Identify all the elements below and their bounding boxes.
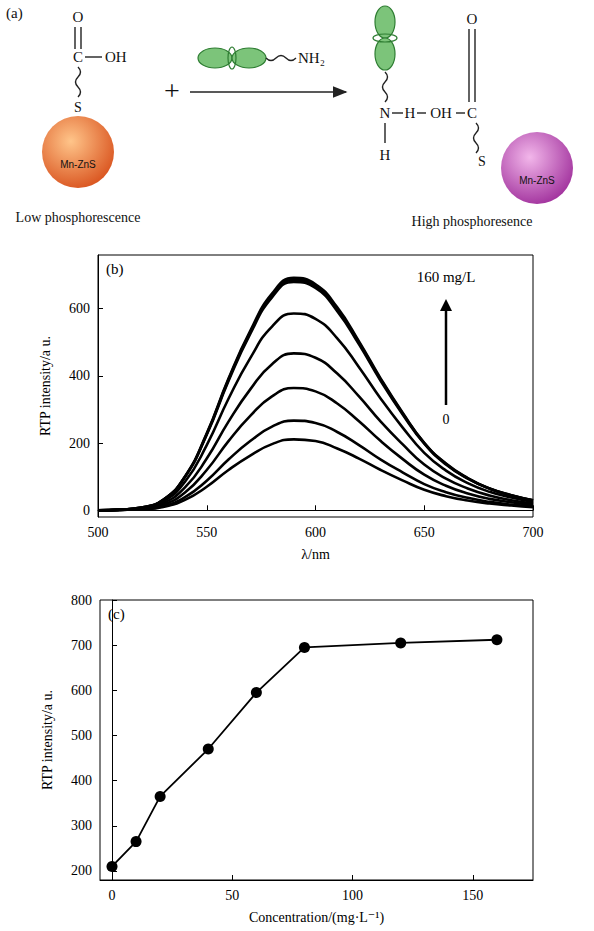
svg-text:+: + <box>164 75 180 106</box>
svg-text:RTP intensity/a u.: RTP intensity/a u. <box>38 336 53 436</box>
svg-text:700: 700 <box>71 638 92 653</box>
svg-text:OH: OH <box>430 105 452 121</box>
svg-text:200: 200 <box>69 436 90 451</box>
svg-text:400: 400 <box>69 368 90 383</box>
svg-text:100: 100 <box>342 888 363 903</box>
svg-text:(a): (a) <box>6 5 23 22</box>
svg-text:N: N <box>380 105 391 121</box>
svg-text:OH: OH <box>105 49 127 65</box>
svg-text:H: H <box>380 147 391 163</box>
svg-text:500: 500 <box>88 525 109 540</box>
svg-text:700: 700 <box>523 525 544 540</box>
svg-text:400: 400 <box>71 773 92 788</box>
svg-text:S: S <box>74 100 82 115</box>
svg-text:(c): (c) <box>108 606 125 623</box>
svg-text:300: 300 <box>71 818 92 833</box>
svg-text:Mn-ZnS: Mn-ZnS <box>60 159 96 170</box>
svg-text:H: H <box>405 105 416 121</box>
svg-text:λ/nm: λ/nm <box>301 547 330 562</box>
svg-text:150: 150 <box>462 888 483 903</box>
svg-text:S: S <box>478 154 486 169</box>
svg-text:C: C <box>73 49 83 65</box>
svg-text:600: 600 <box>305 525 326 540</box>
svg-text:0: 0 <box>443 412 450 427</box>
svg-text:50: 50 <box>225 888 239 903</box>
svg-text:600: 600 <box>71 683 92 698</box>
svg-text:800: 800 <box>71 593 92 608</box>
svg-text:C: C <box>467 105 477 121</box>
svg-text:550: 550 <box>196 525 217 540</box>
svg-text:500: 500 <box>71 728 92 743</box>
svg-text:600: 600 <box>69 301 90 316</box>
svg-text:O: O <box>73 9 84 25</box>
svg-text:160 mg/L: 160 mg/L <box>417 269 476 285</box>
svg-text:RTP intensity/a u.: RTP intensity/a u. <box>40 690 55 790</box>
svg-text:O: O <box>467 11 478 27</box>
svg-text:(b): (b) <box>106 261 124 278</box>
svg-text:200: 200 <box>71 863 92 878</box>
svg-text:NH₂: NH₂ <box>298 50 325 66</box>
svg-text:0: 0 <box>109 888 116 903</box>
svg-text:650: 650 <box>414 525 435 540</box>
svg-text:Concentration/(mg·L⁻¹): Concentration/(mg·L⁻¹) <box>249 910 385 926</box>
svg-text:0: 0 <box>83 503 90 518</box>
svg-text:Mn-ZnS: Mn-ZnS <box>519 175 555 186</box>
svg-text:Low phosphorescence: Low phosphorescence <box>16 210 141 225</box>
svg-text:High phosphoresence: High phosphoresence <box>412 214 533 229</box>
